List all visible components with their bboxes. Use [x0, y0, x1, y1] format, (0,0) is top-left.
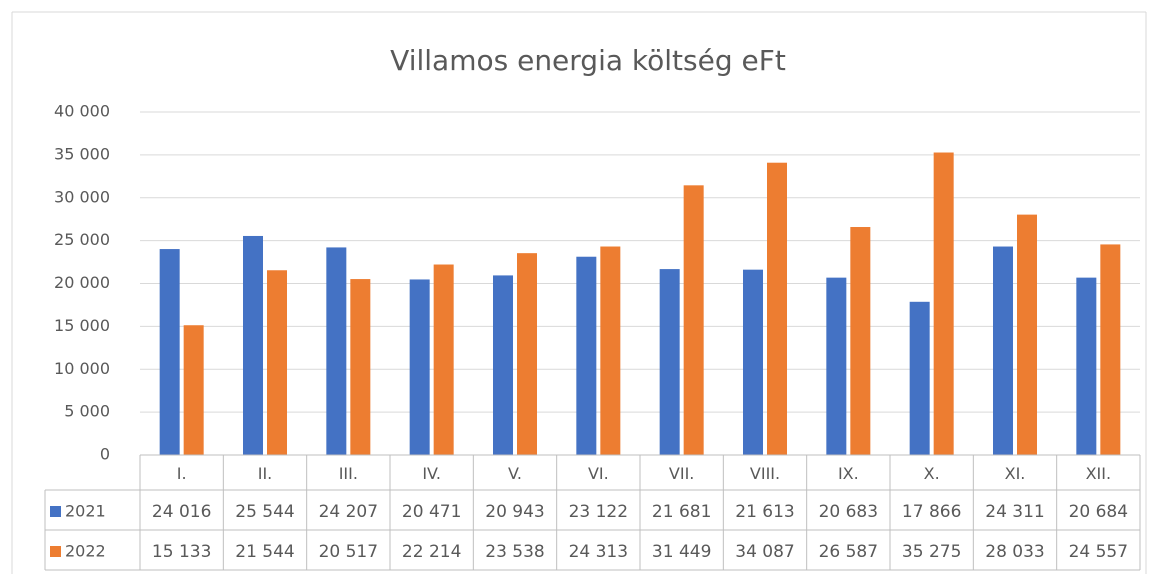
x-tick-label: VI. [588, 464, 609, 483]
table-value: 21 544 [235, 542, 294, 562]
y-tick-label: 15 000 [54, 316, 110, 335]
bar [493, 275, 513, 455]
table-value: 20 517 [319, 542, 378, 562]
table-value: 15 133 [152, 542, 211, 562]
x-tick-label: I. [177, 464, 187, 483]
bar [1076, 277, 1097, 455]
table-value: 21 613 [735, 502, 794, 522]
table-value: 28 033 [985, 542, 1044, 562]
x-tick-label: VIII. [750, 464, 780, 483]
legend-label: 2022 [65, 542, 106, 561]
y-tick-label: 35 000 [54, 144, 110, 163]
bar [826, 277, 847, 455]
table-value: 21 681 [652, 502, 711, 522]
bar [933, 152, 954, 455]
bar [409, 279, 430, 455]
bar [433, 264, 454, 455]
table-value: 24 311 [985, 502, 1044, 522]
table-value: 23 122 [569, 502, 628, 522]
bar [1100, 244, 1121, 455]
x-tick-label: III. [339, 464, 358, 483]
table-value: 31 449 [652, 542, 711, 562]
bar [243, 235, 263, 455]
table-value: 25 544 [235, 502, 294, 522]
table-value: 20 943 [485, 502, 544, 522]
bar [576, 256, 597, 455]
table-value: 20 684 [1069, 502, 1128, 522]
y-tick-label: 25 000 [54, 230, 110, 249]
table-value: 34 087 [735, 542, 794, 562]
y-tick-label: 30 000 [54, 187, 110, 206]
bar [159, 249, 180, 455]
x-tick-label: V. [508, 464, 522, 483]
y-tick-label: 20 000 [54, 273, 110, 292]
table-value: 24 207 [319, 502, 378, 522]
x-tick-label: IV. [422, 464, 441, 483]
table-value: 23 538 [485, 542, 544, 562]
table-value: 24 016 [152, 502, 211, 522]
x-tick-label: II. [258, 464, 273, 483]
table-value: 24 557 [1069, 542, 1128, 562]
bar [600, 246, 621, 455]
table-value: 26 587 [819, 542, 878, 562]
table-value: 17 866 [902, 502, 961, 522]
x-tick-label: XI. [1005, 464, 1026, 483]
x-tick-label: X. [924, 464, 940, 483]
table-value: 24 313 [569, 542, 628, 562]
y-tick-label: 0 [100, 445, 110, 464]
y-tick-label: 10 000 [54, 359, 110, 378]
y-tick-label: 40 000 [54, 102, 110, 121]
legend-key [50, 506, 61, 517]
bar [909, 301, 930, 455]
y-tick-label: 5 000 [64, 402, 110, 421]
bar [267, 270, 287, 455]
table-value: 35 275 [902, 542, 961, 562]
bar [350, 279, 371, 455]
bar [183, 325, 204, 455]
table-value: 20 683 [819, 502, 878, 522]
table-value: 22 214 [402, 542, 461, 562]
bar [767, 162, 787, 455]
bar [1017, 214, 1037, 455]
bar [659, 269, 680, 455]
x-tick-label: XII. [1086, 464, 1111, 483]
x-tick-label: IX. [838, 464, 859, 483]
legend-key [50, 546, 61, 557]
bar [517, 253, 537, 455]
bar [743, 269, 763, 455]
x-tick-label: VII. [669, 464, 694, 483]
bar [326, 247, 347, 455]
bar [850, 227, 871, 455]
chart-title: Villamos energia költség eFt [390, 44, 786, 77]
bar [683, 185, 704, 455]
bar [993, 246, 1013, 455]
legend-label: 2021 [65, 502, 106, 521]
table-value: 20 471 [402, 502, 461, 522]
